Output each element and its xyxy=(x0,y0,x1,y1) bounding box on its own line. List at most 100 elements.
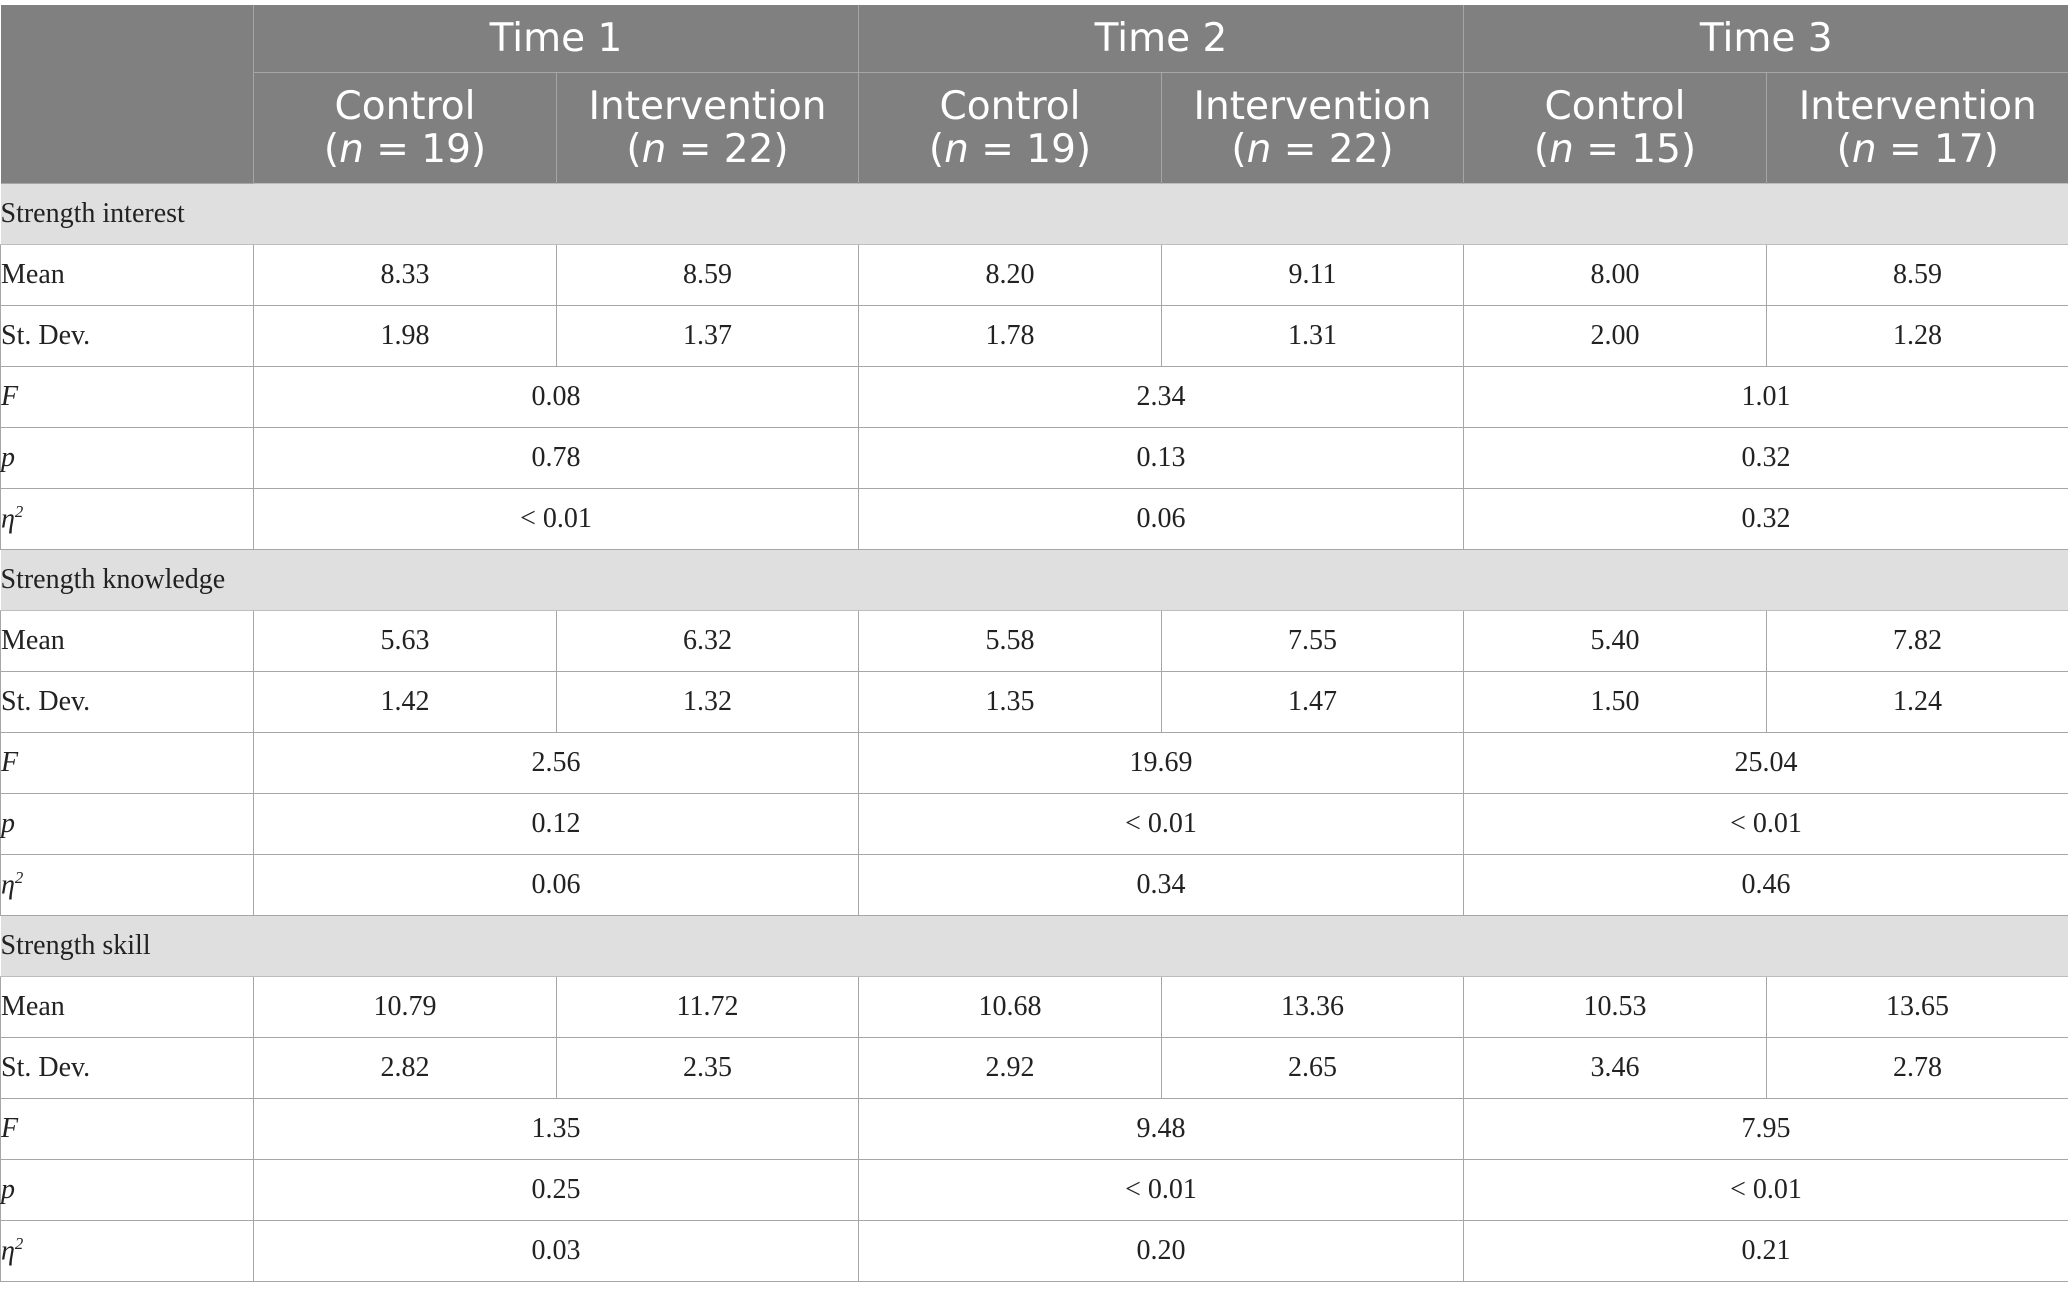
sample-size-value: = 17) xyxy=(1876,127,1999,172)
sample-size-value: = 15) xyxy=(1573,127,1697,172)
section-title: Strength skill xyxy=(0,915,2068,977)
sd-value-cell: 1.32 xyxy=(556,671,859,733)
stat-symbol: p xyxy=(1,808,15,839)
eta-value-cell: 0.46 xyxy=(1463,854,2068,916)
f-label: F xyxy=(0,732,254,794)
sample-size-value: = 19) xyxy=(968,127,1092,172)
f-value-cell: 9.48 xyxy=(858,1098,1464,1160)
mean-row: Mean 5.63 6.32 5.58 7.55 5.40 7.82 xyxy=(0,610,2068,672)
f-value-cell: 1.35 xyxy=(253,1098,859,1160)
eta-value-cell: 0.06 xyxy=(253,854,859,916)
mean-value-cell: 8.20 xyxy=(858,244,1162,306)
sd-value-cell: 1.24 xyxy=(1766,671,2068,733)
eta-value-cell: 0.21 xyxy=(1463,1220,2068,1282)
group-sample-size: (n = 19) xyxy=(254,128,556,171)
group-label: Control xyxy=(1544,84,1686,129)
section-title: Strength interest xyxy=(0,183,2068,245)
stat-symbol: p xyxy=(1,442,15,473)
sd-value-cell: 2.82 xyxy=(253,1037,557,1099)
mean-value-cell: 5.40 xyxy=(1463,610,1767,672)
sample-size-variable: n xyxy=(1246,127,1272,172)
p-row: p 0.78 0.13 0.32 xyxy=(0,427,2068,489)
sample-size-value: = 19) xyxy=(363,127,487,172)
mean-value-cell: 10.53 xyxy=(1463,976,1767,1038)
p-label: p xyxy=(0,427,254,489)
sd-label: St. Dev. xyxy=(0,305,254,367)
p-label: p xyxy=(0,1159,254,1221)
f-value-cell: 0.08 xyxy=(253,366,859,428)
header-time-1: Time 1 xyxy=(253,5,859,73)
mean-value-cell: 13.36 xyxy=(1161,976,1464,1038)
header-group-3: Control (n = 19) xyxy=(858,72,1162,184)
sample-size-variable: n xyxy=(339,127,364,172)
sd-value-cell: 2.78 xyxy=(1766,1037,2068,1099)
mean-value-cell: 8.59 xyxy=(556,244,859,306)
eta-row: η2 0.06 0.34 0.46 xyxy=(0,854,2068,916)
sd-label: St. Dev. xyxy=(0,1037,254,1099)
stat-symbol: p xyxy=(1,1174,15,1205)
eta-row: η2 < 0.01 0.06 0.32 xyxy=(0,488,2068,550)
section-header-row: Strength interest xyxy=(0,183,2068,245)
group-sample-size: (n = 22) xyxy=(1162,128,1463,171)
sample-size-variable: n xyxy=(1549,127,1574,172)
group-sample-size: (n = 15) xyxy=(1464,128,1766,171)
group-sample-size: (n = 22) xyxy=(557,128,858,171)
mean-value-cell: 10.79 xyxy=(253,976,557,1038)
stat-symbol: η xyxy=(1,869,15,901)
sample-size-open: ( xyxy=(1836,127,1852,172)
stat-symbol: F xyxy=(1,1113,19,1144)
p-value-cell: 0.78 xyxy=(253,427,859,489)
mean-label: Mean xyxy=(0,244,254,306)
mean-label: Mean xyxy=(0,976,254,1038)
eta-label: η2 xyxy=(0,854,254,916)
p-value-cell: < 0.01 xyxy=(858,793,1464,855)
mean-value-cell: 8.59 xyxy=(1766,244,2068,306)
header-group-5: Control (n = 15) xyxy=(1463,72,1767,184)
header-time-3: Time 3 xyxy=(1463,5,2068,73)
eta-label: η2 xyxy=(0,488,254,550)
header-row-times: Time 1 Time 2 Time 3 xyxy=(0,5,2068,184)
sd-value-cell: 1.98 xyxy=(253,305,557,367)
mean-row: Mean 8.33 8.59 8.20 9.11 8.00 8.59 xyxy=(0,244,2068,306)
f-row: F 2.56 19.69 25.04 xyxy=(0,732,2068,794)
p-value-cell: 0.25 xyxy=(253,1159,859,1221)
section-header-row: Strength skill xyxy=(0,915,2068,977)
eta-value-cell: 0.03 xyxy=(253,1220,859,1282)
p-row: p 0.12 < 0.01 < 0.01 xyxy=(0,793,2068,855)
header-group-6: Intervention (n = 17) xyxy=(1766,72,2068,184)
mean-value-cell: 7.55 xyxy=(1161,610,1464,672)
eta-value-cell: 0.20 xyxy=(858,1220,1464,1282)
stat-superscript: 2 xyxy=(14,502,24,522)
group-sample-size: (n = 17) xyxy=(1767,128,2068,171)
p-value-cell: 0.12 xyxy=(253,793,859,855)
sample-size-variable: n xyxy=(641,127,667,172)
mean-value-cell: 8.33 xyxy=(253,244,557,306)
mean-value-cell: 7.82 xyxy=(1766,610,2068,672)
header-group-2: Intervention (n = 22) xyxy=(556,72,859,184)
p-value-cell: 0.32 xyxy=(1463,427,2068,489)
stat-symbol: η xyxy=(1,503,15,535)
section-header-row: Strength knowledge xyxy=(0,549,2068,611)
f-value-cell: 2.34 xyxy=(858,366,1464,428)
mean-value-cell: 10.68 xyxy=(858,976,1162,1038)
f-value-cell: 19.69 xyxy=(858,732,1464,794)
sd-value-cell: 1.37 xyxy=(556,305,859,367)
sd-value-cell: 2.92 xyxy=(858,1037,1162,1099)
sd-value-cell: 1.42 xyxy=(253,671,557,733)
stat-superscript: 2 xyxy=(14,1234,24,1254)
header-time-2: Time 2 xyxy=(858,5,1464,73)
header-group-4: Intervention (n = 22) xyxy=(1161,72,1464,184)
sd-value-cell: 2.35 xyxy=(556,1037,859,1099)
stat-symbol: η xyxy=(1,1235,15,1267)
eta-label: η2 xyxy=(0,1220,254,1282)
sd-row: St. Dev. 2.82 2.35 2.92 2.65 3.46 2.78 xyxy=(0,1037,2068,1099)
group-label: Control xyxy=(334,84,476,129)
group-label: Intervention xyxy=(1798,84,2037,129)
f-value-cell: 25.04 xyxy=(1463,732,2068,794)
sd-value-cell: 1.35 xyxy=(858,671,1162,733)
sample-size-open: ( xyxy=(323,127,340,172)
mean-value-cell: 13.65 xyxy=(1766,976,2068,1038)
eta-value-cell: 0.32 xyxy=(1463,488,2068,550)
p-value-cell: < 0.01 xyxy=(1463,793,2068,855)
mean-value-cell: 9.11 xyxy=(1161,244,1464,306)
